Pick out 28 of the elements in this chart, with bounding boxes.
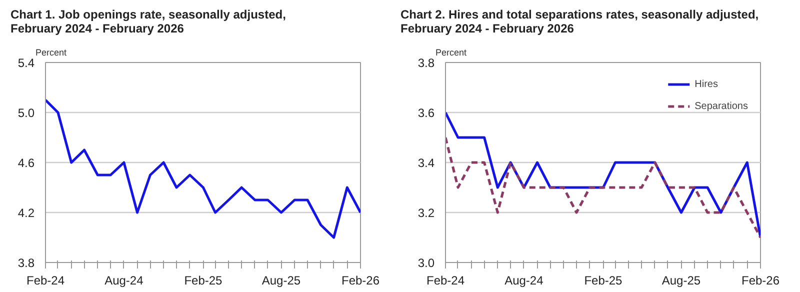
y-tick-label: 4.6: [18, 156, 35, 170]
chart-title: Chart 2. Hires and total separations rates, seasonally adjusted, February 2024 - February 2026: [400, 8, 759, 36]
y-tick-label: 3.6: [418, 106, 435, 120]
line-series: [446, 136, 760, 239]
x-tick-label: Aug-25: [262, 274, 301, 288]
y-tick-label: 3.0: [418, 256, 435, 270]
x-tick-label: Feb-26: [341, 274, 380, 288]
x-tick-label: Feb-24: [426, 274, 465, 288]
line-series: [46, 98, 360, 239]
x-tick-label: Feb-26: [741, 274, 780, 288]
x-tick-label: Aug-24: [504, 274, 544, 288]
x-tick-label: Aug-25: [662, 274, 701, 288]
y-tick-label: 3.4: [418, 156, 435, 170]
x-tick-label: Aug-24: [104, 274, 144, 288]
y-tick-label: 3.2: [418, 206, 435, 220]
y-tick-label: 3.8: [418, 56, 435, 70]
y-tick-label: 4.2: [18, 206, 35, 220]
x-tick-label: Feb-25: [184, 274, 223, 288]
chart-title: Chart 1. Job openings rate, seasonally adjusted, February 2024 - February 2026: [10, 8, 286, 36]
x-tick-label: Feb-25: [584, 274, 623, 288]
legend-label: Separations: [694, 100, 748, 112]
y-tick-label: 5.4: [18, 56, 35, 70]
y-tick-label: 3.8: [18, 256, 35, 270]
y-axis-title: Percent: [436, 48, 468, 58]
x-tick-label: Feb-24: [26, 274, 65, 288]
y-axis-title: Percent: [36, 48, 68, 58]
legend-label: Hires: [694, 78, 718, 90]
y-tick-label: 5.0: [18, 106, 35, 120]
